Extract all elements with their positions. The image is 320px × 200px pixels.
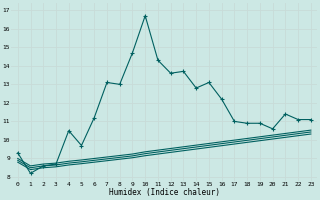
X-axis label: Humidex (Indice chaleur): Humidex (Indice chaleur): [109, 188, 220, 197]
